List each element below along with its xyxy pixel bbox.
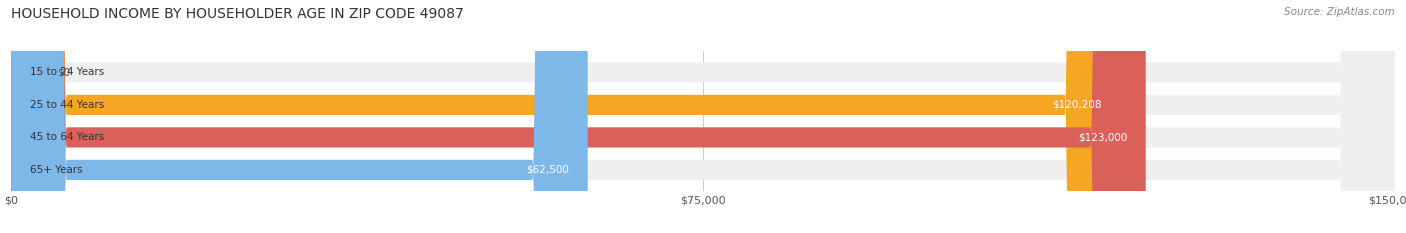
FancyBboxPatch shape	[11, 0, 1121, 233]
Text: Source: ZipAtlas.com: Source: ZipAtlas.com	[1284, 7, 1395, 17]
FancyBboxPatch shape	[11, 0, 1395, 233]
FancyBboxPatch shape	[11, 0, 1395, 233]
Text: $0: $0	[58, 67, 70, 77]
Text: 65+ Years: 65+ Years	[30, 165, 83, 175]
Text: 15 to 24 Years: 15 to 24 Years	[30, 67, 104, 77]
Text: $123,000: $123,000	[1078, 132, 1128, 142]
FancyBboxPatch shape	[11, 0, 588, 233]
Text: $62,500: $62,500	[526, 165, 569, 175]
Text: 25 to 44 Years: 25 to 44 Years	[30, 100, 104, 110]
Text: $120,208: $120,208	[1052, 100, 1101, 110]
FancyBboxPatch shape	[11, 0, 1395, 233]
FancyBboxPatch shape	[11, 0, 1146, 233]
FancyBboxPatch shape	[11, 0, 1395, 233]
Text: 45 to 64 Years: 45 to 64 Years	[30, 132, 104, 142]
Text: HOUSEHOLD INCOME BY HOUSEHOLDER AGE IN ZIP CODE 49087: HOUSEHOLD INCOME BY HOUSEHOLDER AGE IN Z…	[11, 7, 464, 21]
